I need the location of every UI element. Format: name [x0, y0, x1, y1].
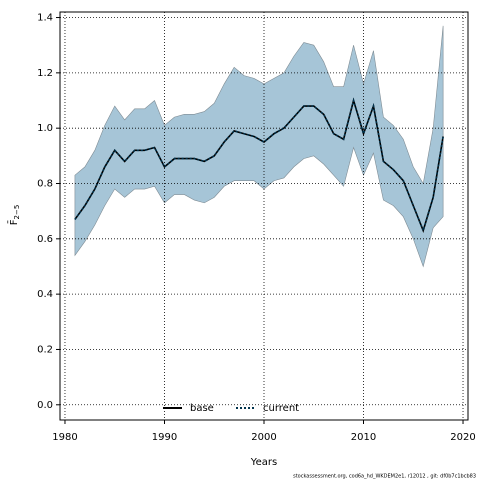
y-tick-label: 0.0 — [37, 400, 53, 411]
series-line — [74, 97, 444, 233]
confidence-band — [74, 25, 444, 268]
y-axis-label-sub: 2−5 — [13, 205, 21, 220]
y-tick-label: 0.4 — [37, 289, 53, 300]
y-tick-label: 1.2 — [37, 68, 53, 79]
y-tick-label: 1.0 — [37, 123, 53, 134]
legend-label: base — [190, 403, 214, 414]
y-tick-label: 0.8 — [37, 178, 53, 189]
plot-frame — [59, 11, 469, 421]
y-axis-label: F̄2−5 — [7, 205, 21, 226]
x-tick-label: 1980 — [52, 432, 77, 443]
y-axis-label-main: F̄ — [7, 219, 20, 225]
footnote: stockassessment.org, cod6a_hd_WKDEM2e1, … — [293, 474, 476, 480]
x-tick-label: 2000 — [251, 432, 276, 443]
x-axis-label: Years — [250, 457, 277, 468]
y-tick-label: 0.6 — [37, 234, 53, 245]
x-tick-label: 2010 — [351, 432, 376, 443]
y-tick-label: 1.4 — [37, 13, 53, 24]
legend-label: current — [263, 403, 299, 414]
y-tick-label: 0.2 — [37, 344, 53, 355]
x-tick-label: 1990 — [152, 432, 177, 443]
x-tick-label: 2020 — [450, 432, 475, 443]
